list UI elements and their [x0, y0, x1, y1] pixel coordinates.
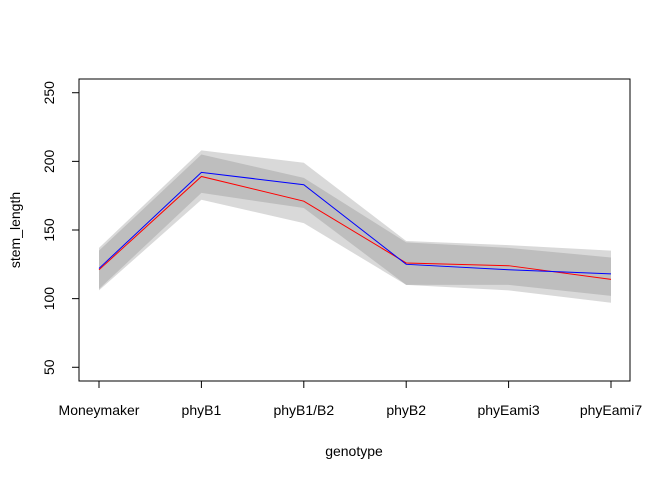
y-tick-label: 150 [41, 218, 57, 242]
y-axis: 50 100 150 200 250 [41, 81, 80, 375]
confidence-band-2 [99, 154, 611, 296]
x-tick-label: Moneymaker [59, 402, 140, 418]
confidence-bands [99, 150, 611, 303]
y-tick-label: 50 [41, 359, 57, 375]
x-tick-label: phyEami7 [580, 402, 642, 418]
y-tick-label: 100 [41, 287, 57, 311]
y-tick-label: 250 [41, 81, 57, 105]
x-tick-label: phyB1 [182, 402, 222, 418]
x-tick-label: phyB2 [386, 402, 426, 418]
y-tick-label: 200 [41, 149, 57, 173]
x-tick-label: phyEami3 [477, 402, 539, 418]
series-line-2 [98, 171, 612, 275]
x-axis-label: genotype [325, 443, 383, 459]
series-lines [98, 171, 612, 280]
x-tick-label: phyB1/B2 [273, 402, 334, 418]
y-axis-label: stem_length [7, 192, 23, 268]
series-line-1 [98, 175, 612, 280]
x-axis: Moneymaker phyB1 phyB1/B2 phyB2 phyEami3 phyE… [59, 380, 642, 418]
